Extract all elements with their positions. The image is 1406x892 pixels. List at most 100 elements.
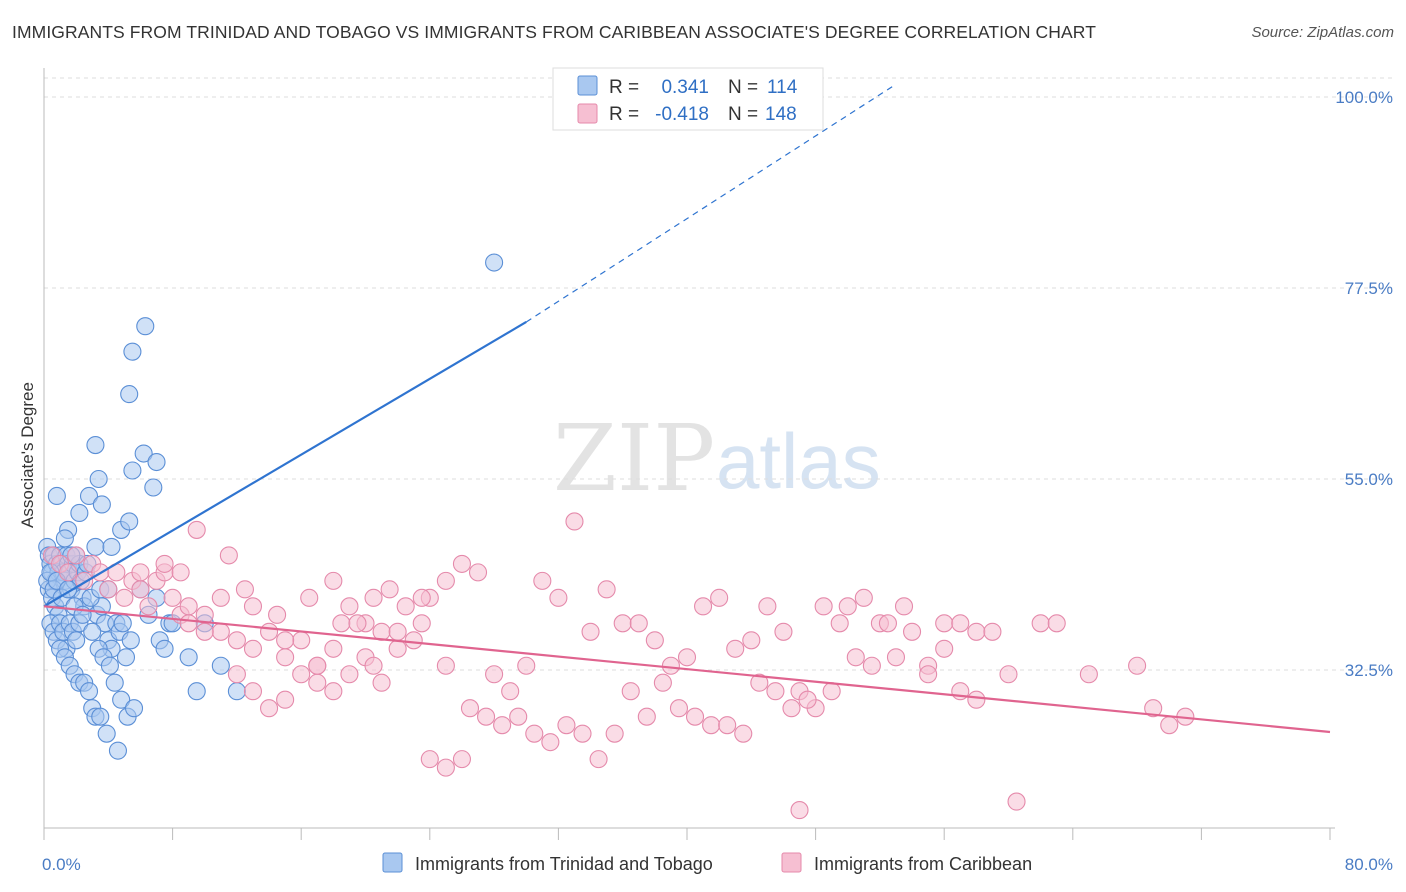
trinidad-point	[83, 622, 102, 641]
trinidad-point	[134, 444, 153, 463]
caribbean-point	[332, 614, 351, 633]
caribbean-point	[388, 639, 407, 658]
trinidad-point	[86, 537, 105, 556]
caribbean-point	[726, 639, 745, 658]
trinidad-point	[124, 699, 144, 718]
caribbean-point	[758, 597, 777, 616]
caribbean-point	[822, 682, 841, 701]
caribbean-point	[1007, 792, 1026, 811]
x-tick-label-max: 80.0%	[1345, 855, 1393, 874]
caribbean-point	[195, 622, 214, 641]
caribbean-point	[565, 512, 584, 531]
caribbean-point	[340, 597, 359, 616]
caribbean-point	[967, 622, 986, 641]
caribbean-point	[983, 622, 1002, 641]
y-axis-title: Associate's Degree	[18, 382, 37, 528]
caribbean-point	[613, 614, 632, 633]
trinidad-point	[105, 673, 124, 692]
caribbean-point	[501, 682, 520, 701]
caribbean-point	[131, 563, 150, 582]
caribbean-point	[493, 716, 512, 735]
trinidad-point	[116, 648, 136, 667]
y-tick-label: 32.5%	[1345, 661, 1393, 680]
caribbean-point	[573, 724, 592, 743]
caribbean-point	[894, 597, 914, 616]
caribbean-point	[838, 597, 857, 616]
caribbean-point	[268, 605, 287, 624]
trinidad-point	[121, 631, 140, 650]
trinidad-point	[89, 469, 108, 489]
caribbean-point	[412, 588, 431, 607]
trinidad-point	[79, 486, 99, 506]
caribbean-point	[669, 699, 689, 718]
caribbean-point	[1160, 716, 1179, 735]
caribbean-point	[452, 750, 472, 769]
caribbean-point	[171, 563, 190, 582]
trinidad-point	[108, 741, 127, 760]
caribbean-point	[235, 580, 254, 599]
caribbean-point	[1144, 699, 1163, 718]
caribbean-point	[902, 622, 922, 641]
bottom-legend-swatch-blue	[382, 852, 403, 873]
trend-line-trinidad	[43, 321, 527, 608]
trinidad-point	[112, 690, 131, 709]
legend-r-label-2: R =	[609, 104, 639, 125]
caribbean-point	[187, 520, 206, 539]
caribbean-point	[1128, 656, 1147, 675]
trinidad-point	[120, 512, 139, 531]
trend-lines	[43, 83, 1331, 734]
trinidad-point	[179, 648, 198, 667]
caribbean-point	[364, 588, 383, 607]
legend-n-value-1: 114	[767, 77, 798, 98]
legend-n-label-1: N =	[728, 77, 758, 98]
caribbean-point	[227, 631, 246, 650]
caribbean-point	[276, 648, 295, 667]
caribbean-point	[308, 656, 327, 675]
caribbean-point	[533, 571, 552, 590]
trinidad-point	[113, 614, 132, 633]
y-tick-label: 100.0%	[1335, 88, 1393, 107]
x-axis-ticks	[43, 828, 1331, 840]
trend-line-trinidad-extension	[525, 83, 897, 323]
caribbean-point	[388, 622, 407, 641]
trinidad-point	[79, 682, 99, 701]
trinidad-point	[485, 253, 504, 272]
caribbean-point	[396, 597, 415, 616]
trinidad-point	[86, 435, 105, 455]
series-legend: Immigrants from Trinidad and Tobago Immi…	[382, 852, 1032, 874]
caribbean-point	[219, 546, 238, 565]
watermark: ZIP atlas	[553, 405, 881, 512]
legend-n-value-2: 148	[765, 104, 797, 125]
watermark-atlas: atlas	[716, 417, 881, 505]
caribbean-point	[163, 588, 182, 607]
source-credit: Source: ZipAtlas.com	[1251, 24, 1394, 41]
trinidad-point	[70, 503, 89, 523]
trinidad-point	[100, 656, 119, 675]
caribbean-point	[139, 597, 158, 616]
bottom-legend-label-trinidad: Immigrants from Trinidad and Tobago	[415, 854, 713, 874]
caribbean-point	[348, 614, 367, 633]
y-tick-label: 55.0%	[1345, 470, 1393, 489]
caribbean-point	[830, 614, 849, 633]
caribbean-point	[436, 656, 455, 675]
caribbean-point	[300, 588, 319, 607]
caribbean-point	[460, 699, 480, 718]
caribbean-point	[935, 639, 954, 658]
caribbean-point	[324, 639, 343, 658]
series-trinidad-points	[38, 253, 504, 760]
trinidad-point	[67, 631, 86, 650]
caribbean-point	[477, 707, 496, 726]
trinidad-point	[227, 682, 246, 701]
trinidad-point	[120, 385, 139, 404]
trinidad-point	[211, 656, 230, 675]
chart-title: IMMIGRANTS FROM TRINIDAD AND TOBAGO VS I…	[12, 22, 1096, 42]
caribbean-point	[243, 682, 263, 701]
caribbean-point	[1047, 614, 1066, 633]
caribbean-point	[605, 724, 624, 743]
caribbean-point	[276, 631, 295, 650]
trinidad-point	[102, 537, 121, 556]
caribbean-point	[308, 673, 327, 692]
caribbean-point	[1031, 614, 1050, 633]
caribbean-point	[557, 716, 576, 735]
